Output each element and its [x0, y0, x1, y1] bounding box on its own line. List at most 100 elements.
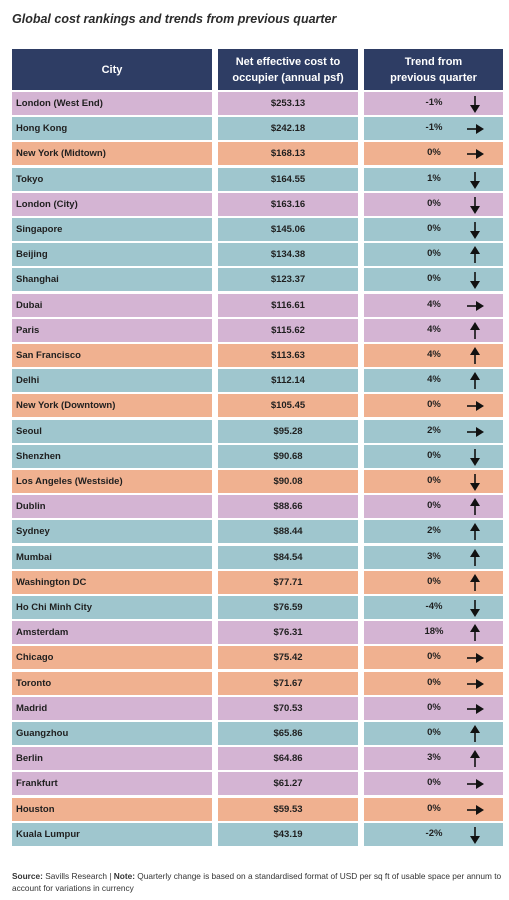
trend-cell: 0%	[364, 444, 503, 468]
city-cell: Beijing	[12, 243, 212, 267]
trend-percent: 0%	[427, 701, 441, 713]
city-cell: New York (Downtown)	[12, 394, 212, 418]
city-cell: Dubai	[12, 293, 212, 317]
trend-cell: 0%	[364, 646, 503, 670]
trend-percent: 0%	[427, 676, 441, 688]
header-trend: Trend from previous quarter	[364, 49, 503, 90]
arrow-up-icon	[470, 523, 480, 541]
trend-percent: 0%	[427, 651, 441, 663]
trend-cell: 4%	[364, 369, 503, 393]
cost-cell: $163.16	[218, 192, 358, 216]
cost-cell: $242.18	[218, 117, 358, 141]
note-label: Note:	[113, 871, 135, 881]
arrow-right-icon	[467, 678, 484, 689]
trend-cell: 0%	[364, 772, 503, 796]
cost-cell: $123.37	[218, 268, 358, 292]
arrow-right-icon	[467, 703, 484, 714]
arrow-down-icon	[470, 272, 480, 290]
trend-cell: 0%	[364, 394, 503, 418]
cost-cell: $115.62	[218, 318, 358, 342]
trend-percent: 4%	[427, 349, 441, 360]
chart-title: Global cost rankings and trends from pre…	[12, 12, 337, 26]
cost-cell: $75.42	[218, 646, 358, 670]
city-cell: San Francisco	[12, 344, 212, 367]
cost-cell: $70.53	[218, 696, 358, 720]
cost-cell: $76.59	[218, 596, 358, 619]
arrow-down-icon	[470, 171, 480, 189]
cost-cell: $61.27	[218, 772, 358, 796]
arrow-right-icon	[467, 300, 484, 311]
cost-cell: $134.38	[218, 243, 358, 267]
city-cell: Frankfurt	[12, 772, 212, 796]
cost-cell: $65.86	[218, 722, 358, 745]
arrow-up-icon	[470, 750, 480, 768]
city-cell: Madrid	[12, 696, 212, 720]
cost-cell: $90.08	[218, 470, 358, 493]
trend-cell: 18%	[364, 621, 503, 645]
cost-cell: $168.13	[218, 142, 358, 166]
city-cell: Shenzhen	[12, 444, 212, 468]
trend-percent: 0%	[427, 727, 441, 738]
trend-cell: 0%	[364, 696, 503, 720]
trend-percent: 4%	[427, 323, 441, 335]
arrow-right-icon	[467, 804, 484, 815]
arrow-down-icon	[470, 196, 480, 214]
arrow-up-icon	[470, 498, 480, 516]
city-cell: Washington DC	[12, 570, 212, 594]
arrow-right-icon	[467, 779, 484, 790]
arrow-down-icon	[470, 826, 480, 844]
trend-percent: 3%	[427, 752, 441, 764]
city-cell: Seoul	[12, 419, 212, 443]
trend-cell: -1%	[364, 92, 503, 115]
trend-cell: 3%	[364, 545, 503, 569]
city-cell: Mumbai	[12, 545, 212, 569]
header-city: City	[12, 49, 212, 90]
city-cell: Singapore	[12, 218, 212, 241]
arrow-right-icon	[467, 653, 484, 664]
trend-percent: 0%	[427, 248, 441, 260]
trend-percent: 0%	[427, 802, 441, 814]
trend-cell: 0%	[364, 192, 503, 216]
city-cell: Paris	[12, 318, 212, 342]
arrow-down-icon	[470, 474, 480, 491]
trend-percent: 0%	[427, 223, 441, 234]
arrow-down-icon	[470, 448, 480, 466]
trend-percent: 4%	[427, 298, 441, 310]
trend-cell: 0%	[364, 570, 503, 594]
trend-percent: 0%	[427, 575, 441, 587]
trend-cell: 0%	[364, 495, 503, 519]
city-cell: New York (Midtown)	[12, 142, 212, 166]
cost-cell: $95.28	[218, 419, 358, 443]
trend-percent: -2%	[425, 827, 443, 839]
cost-cell: $88.44	[218, 520, 358, 544]
trend-cell: 2%	[364, 520, 503, 544]
cost-cell: $84.54	[218, 545, 358, 569]
arrow-up-icon	[470, 548, 480, 566]
arrow-up-icon	[470, 372, 480, 390]
trend-cell: 0%	[364, 243, 503, 267]
trend-percent: 2%	[427, 424, 441, 436]
arrow-right-icon	[467, 149, 484, 160]
trend-percent: 4%	[427, 374, 441, 386]
cost-cell: $77.71	[218, 570, 358, 594]
trend-percent: -1%	[425, 122, 443, 134]
cost-cell: $164.55	[218, 167, 358, 191]
arrow-down-icon	[470, 600, 480, 617]
footer-note: Source: Savills Research | Note: Quarter…	[12, 870, 502, 894]
arrow-up-icon	[470, 725, 480, 742]
arrow-up-icon	[470, 624, 480, 642]
header-cost: Net effective cost to occupier (annual p…	[218, 49, 358, 90]
trend-percent: -4%	[425, 601, 443, 612]
city-cell: Hong Kong	[12, 117, 212, 141]
arrow-up-icon	[470, 321, 480, 339]
cost-cell: $116.61	[218, 293, 358, 317]
city-cell: Berlin	[12, 747, 212, 771]
cost-cell: $113.63	[218, 344, 358, 367]
trend-percent: 2%	[427, 525, 441, 537]
trend-cell: 0%	[364, 722, 503, 745]
trend-percent: 18%	[424, 626, 444, 638]
trend-cell: 0%	[364, 671, 503, 695]
cost-cell: $105.45	[218, 394, 358, 418]
trend-cell: 1%	[364, 167, 503, 191]
city-cell: Dublin	[12, 495, 212, 519]
